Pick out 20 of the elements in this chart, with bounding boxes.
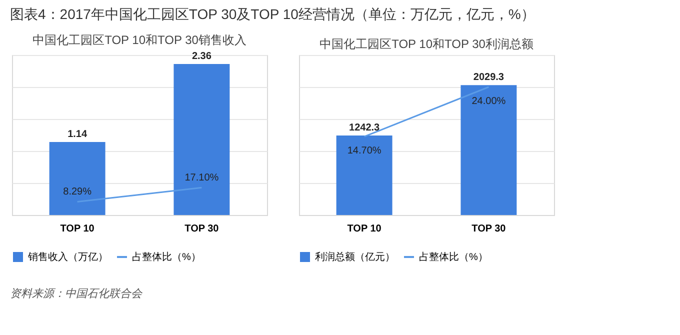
- legend-label: 占整体比（%）: [419, 251, 488, 263]
- text: 资料来源：中国石化联合会: [9, 287, 144, 302]
- x-tick-label: TOP 30: [472, 224, 506, 234]
- data-label: 14.70%: [347, 146, 382, 157]
- data-label: 1.14: [68, 129, 88, 140]
- legend-label: 销售收入（万亿）: [27, 251, 108, 263]
- data-label: 17.10%: [184, 172, 219, 184]
- data-label: 1242.3: [349, 122, 380, 134]
- x-tick-label: TOP 30: [184, 224, 220, 234]
- legend-label: 占整体比（%）: [132, 251, 201, 263]
- data-label: 24.00%: [472, 96, 506, 107]
- chart-subtitle: 中国化工园区TOP 10和TOP 30销售收入: [32, 32, 246, 47]
- legend-label: 利润总额（亿元）: [315, 251, 395, 263]
- data-label: 2.36: [192, 50, 212, 62]
- chart-title: 图表4：2017年中国化工园区TOP 30及TOP 10经营情况（单位：万亿元，亿元，%）: [9, 5, 536, 24]
- chart-title: 中国化工园区TOP 10和TOP 30利润总额: [320, 37, 534, 51]
- data-label: 8.29%: [63, 186, 92, 198]
- x-tick-label: TOP 10: [347, 224, 382, 234]
- data-label: 2029.3: [473, 72, 504, 84]
- x-tick-label: TOP 10: [60, 224, 95, 234]
